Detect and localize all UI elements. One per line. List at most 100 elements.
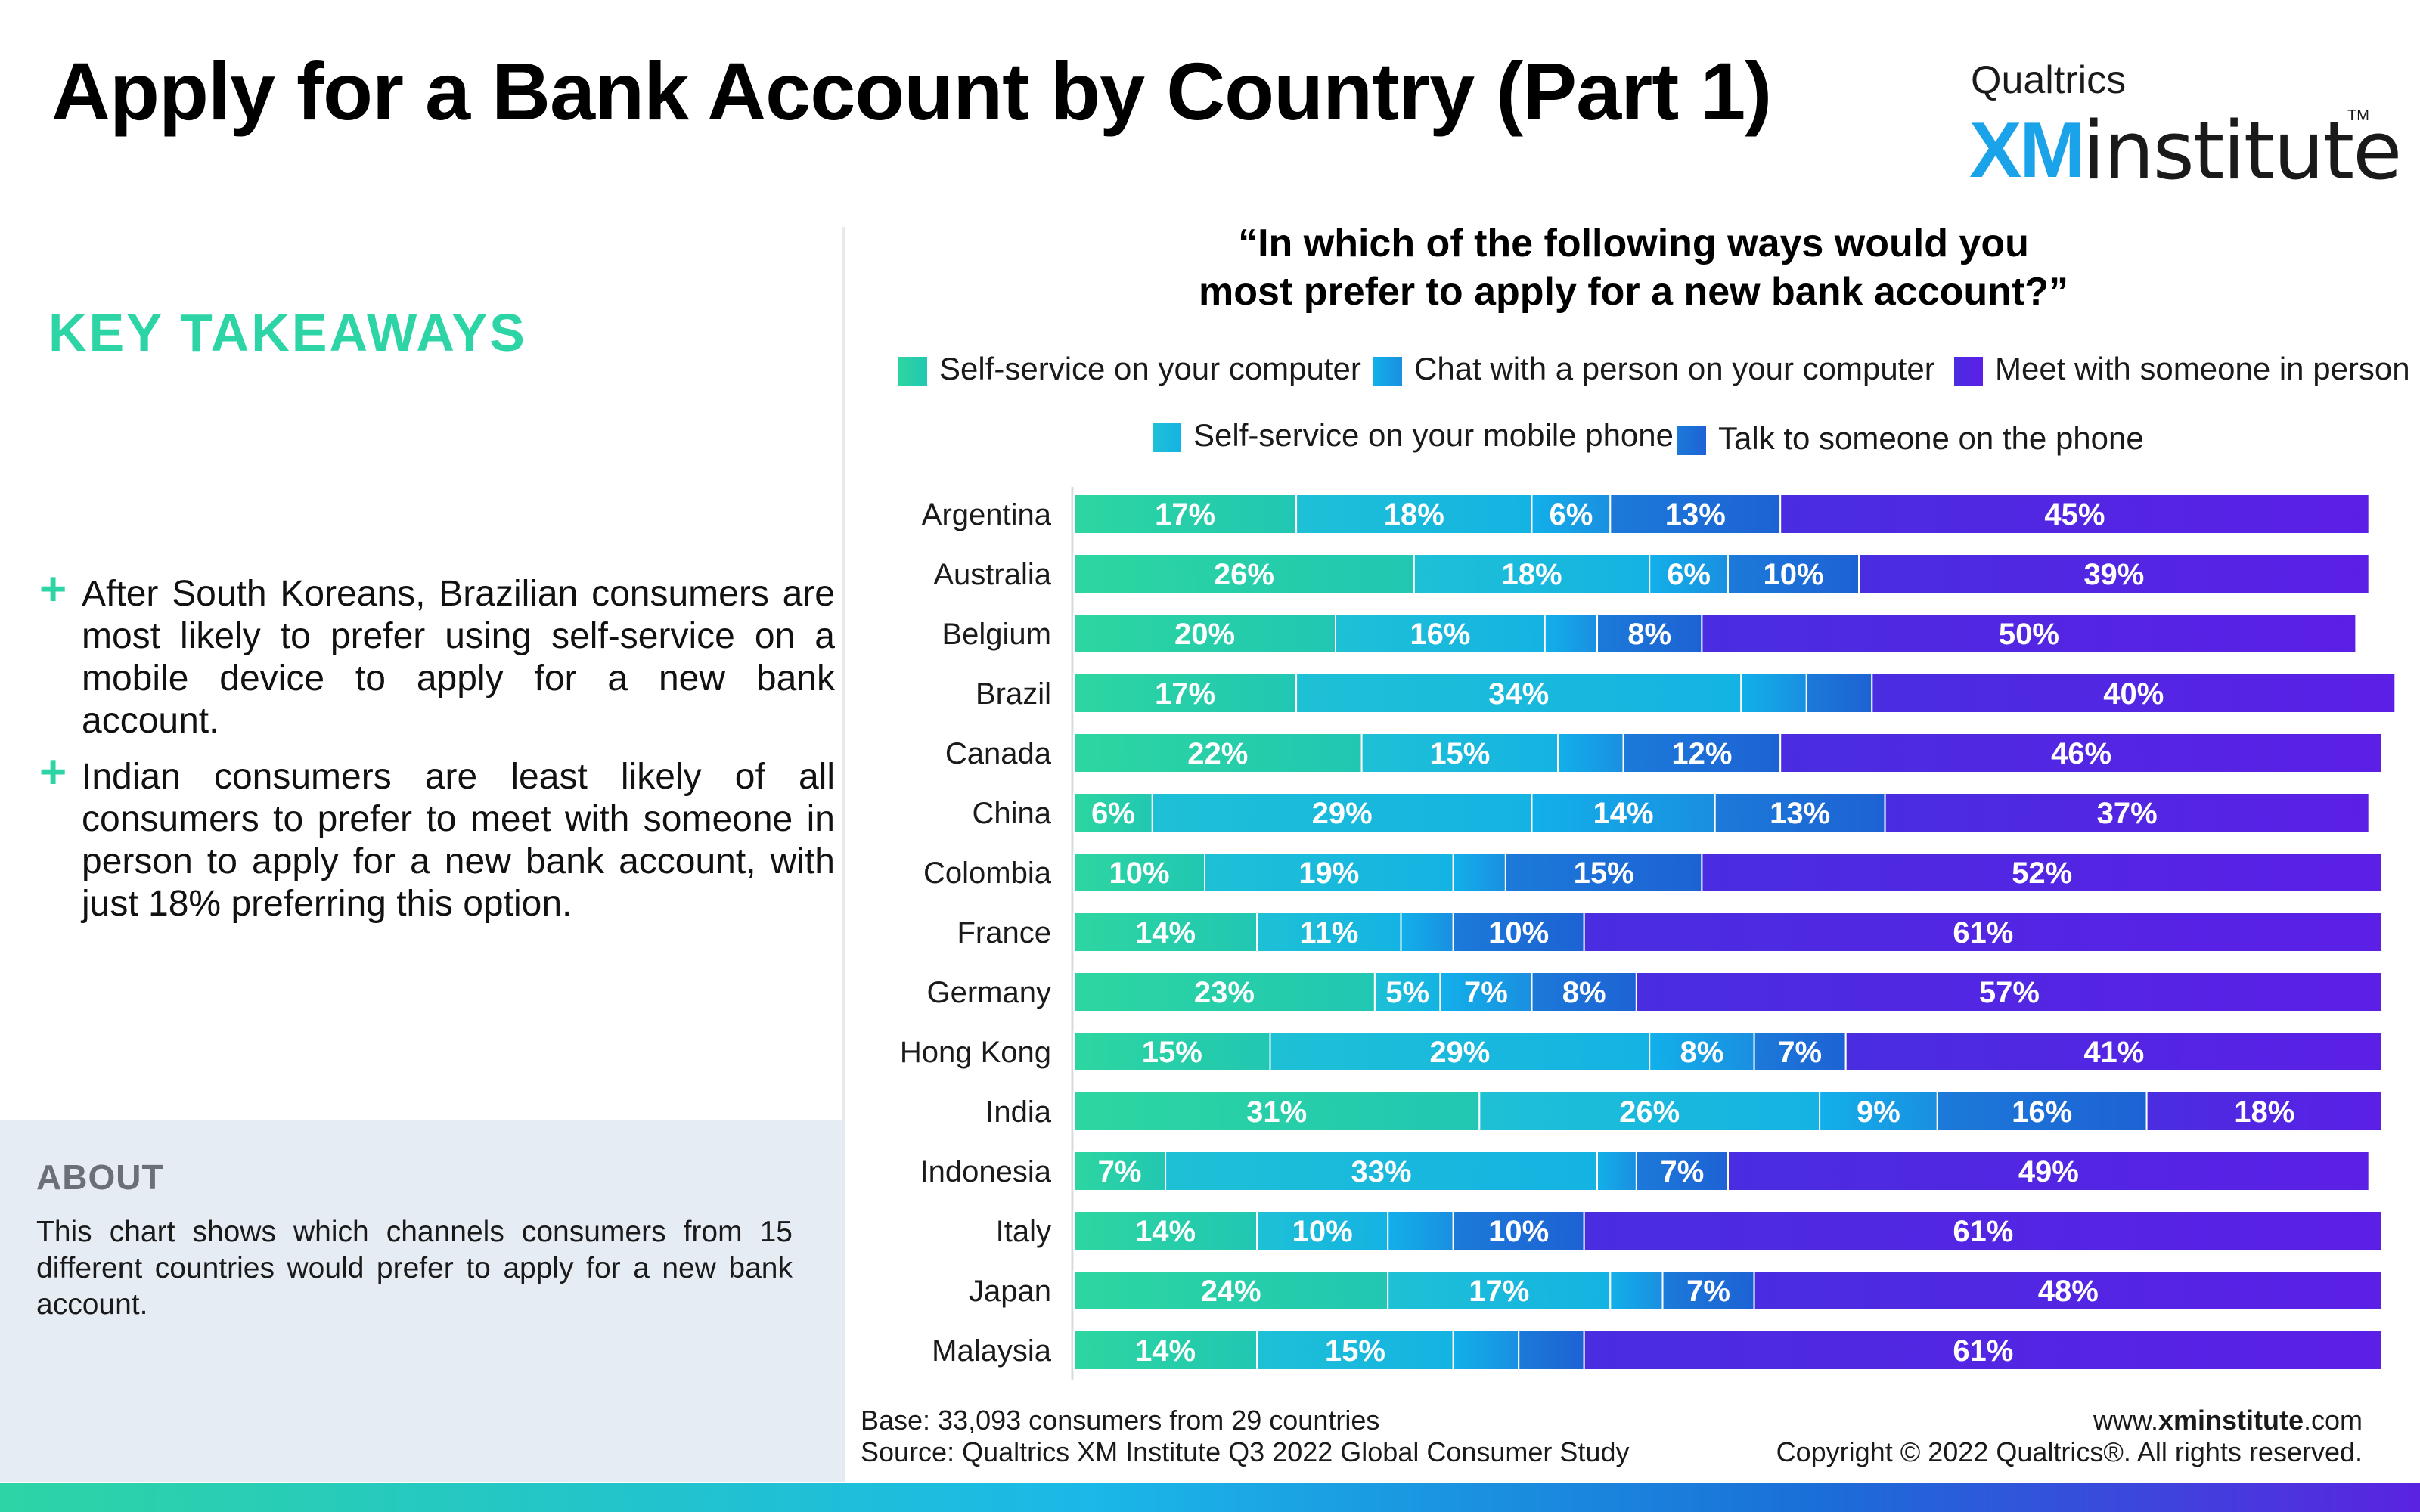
category-label: Indonesia xyxy=(920,1155,1052,1188)
source-note: Source: Qualtrics XM Institute Q3 2022 G… xyxy=(861,1436,1630,1467)
legend-swatch xyxy=(898,357,927,386)
data-label: 26% xyxy=(1619,1095,1680,1129)
data-label: 8% xyxy=(1680,1036,1723,1069)
bar-segment xyxy=(1360,733,1559,773)
chart-title-line-2: most prefer to apply for a new bank acco… xyxy=(1199,270,2068,314)
data-label: 61% xyxy=(1953,1215,2013,1248)
data-label: 8% xyxy=(1627,618,1671,651)
data-label: 11% xyxy=(1299,916,1358,950)
data-label: 15% xyxy=(1142,1036,1202,1069)
data-label: 14% xyxy=(1135,1334,1196,1368)
category-label: Argentina xyxy=(922,498,1052,531)
category-label: Malaysia xyxy=(932,1334,1052,1368)
legend-swatch xyxy=(1153,423,1181,452)
data-label: 17% xyxy=(1155,677,1215,711)
legend-label: Meet with someone in person xyxy=(1995,351,2410,386)
bar-segment xyxy=(1373,971,1441,1012)
bar-segment xyxy=(1387,1210,1454,1251)
bar-segment xyxy=(1452,1330,1520,1371)
bar-segment xyxy=(1714,792,1886,833)
data-label: 17% xyxy=(1155,498,1215,531)
data-label: 10% xyxy=(1763,558,1823,591)
bar-segment xyxy=(1269,1031,1651,1072)
logo-institute-text: institute xyxy=(2083,104,2402,197)
data-label: 14% xyxy=(1593,797,1654,830)
data-label: 7% xyxy=(1098,1155,1142,1188)
category-label: Canada xyxy=(945,737,1052,770)
bar-segment xyxy=(1073,1330,1258,1371)
data-label: 29% xyxy=(1429,1036,1490,1069)
about-text: This chart shows which channels consumer… xyxy=(36,1216,793,1321)
takeaway-text: Indian consumers are least likely of all… xyxy=(82,757,835,924)
data-label: 12% xyxy=(1671,737,1732,770)
bar-segment xyxy=(1779,494,2370,534)
data-label: 31% xyxy=(1246,1095,1307,1129)
bar-segment xyxy=(1871,673,2397,714)
chart-title-line-1: “In which of the following ways would yo… xyxy=(1238,222,2029,265)
category-label: Germany xyxy=(927,976,1052,1009)
bar-segment xyxy=(1073,553,1415,594)
data-label: 48% xyxy=(2038,1275,2099,1308)
bar-segment xyxy=(1256,912,1402,953)
bottom-gradient-strip xyxy=(0,1483,2420,1512)
data-label: 20% xyxy=(1174,618,1235,651)
data-label: 39% xyxy=(2083,558,2144,591)
data-label: 37% xyxy=(2097,797,2158,830)
data-label: 18% xyxy=(1501,558,1562,591)
category-label: China xyxy=(972,797,1051,830)
data-label: 13% xyxy=(1770,797,1830,830)
bar-segment xyxy=(1295,494,1533,534)
data-label: 7% xyxy=(1464,976,1508,1009)
data-label: 6% xyxy=(1091,797,1135,830)
bar-segment xyxy=(1256,1330,1454,1371)
category-label: Hong Kong xyxy=(900,1036,1051,1069)
bar-segment xyxy=(1073,1091,1481,1132)
bar-segment xyxy=(1858,553,2370,594)
bar-segment xyxy=(1583,912,2384,953)
data-label: 7% xyxy=(1661,1155,1705,1188)
bar-segment xyxy=(1073,971,1376,1012)
website-link[interactable]: www.xminstitute.com xyxy=(1776,1405,2363,1436)
data-label: 15% xyxy=(1429,737,1490,770)
legend-swatch xyxy=(1677,426,1706,455)
data-label: 14% xyxy=(1135,916,1196,950)
bar-segment xyxy=(1073,912,1258,953)
bar-segment xyxy=(1936,1091,2148,1132)
bar-segment xyxy=(1596,1151,1637,1191)
data-label: 29% xyxy=(1312,797,1373,830)
bar-segment xyxy=(1531,494,1612,534)
about-panel: ABOUT This chart shows which channels co… xyxy=(0,1120,842,1482)
legend-swatch xyxy=(1954,357,1983,386)
legend-label: Self-service on your computer xyxy=(939,351,1361,386)
data-label: 15% xyxy=(1574,857,1634,890)
bar-segment xyxy=(1531,971,1637,1012)
bar-segment xyxy=(1635,971,2383,1012)
bar-segment xyxy=(1622,733,1782,773)
footer-copyright-block: www.xminstitute.com Copyright © 2022 Qua… xyxy=(1776,1405,2363,1468)
data-label: 19% xyxy=(1298,857,1359,890)
xm-institute-logo: Qualtrics XM institute TM xyxy=(1969,57,2402,197)
data-label: 23% xyxy=(1194,976,1255,1009)
plus-icon: + xyxy=(39,563,67,615)
bar-segment xyxy=(1504,852,1703,893)
bar-segment xyxy=(1583,1330,2384,1371)
bar-segment xyxy=(1073,852,1205,893)
data-label: 34% xyxy=(1488,677,1549,711)
data-label: 16% xyxy=(2012,1095,2072,1129)
page-title: Apply for a Bank Account by Country (Par… xyxy=(51,45,1772,137)
bar-segment xyxy=(1727,553,1860,594)
data-label: 6% xyxy=(1667,558,1711,591)
data-label: 10% xyxy=(1488,1215,1549,1248)
bar-segment xyxy=(1073,1270,1389,1311)
category-label: Brazil xyxy=(976,677,1051,711)
data-label: 10% xyxy=(1292,1215,1353,1248)
bar-segment xyxy=(1452,912,1585,953)
bar-segment xyxy=(1844,1031,2383,1072)
category-label: Japan xyxy=(969,1275,1051,1308)
data-label: 40% xyxy=(2103,677,2164,711)
category-label: France xyxy=(957,916,1052,950)
data-label: 52% xyxy=(2012,857,2072,890)
bar-segment xyxy=(1073,1031,1271,1072)
bar-segment xyxy=(1335,613,1546,654)
data-label: 45% xyxy=(2044,498,2105,531)
